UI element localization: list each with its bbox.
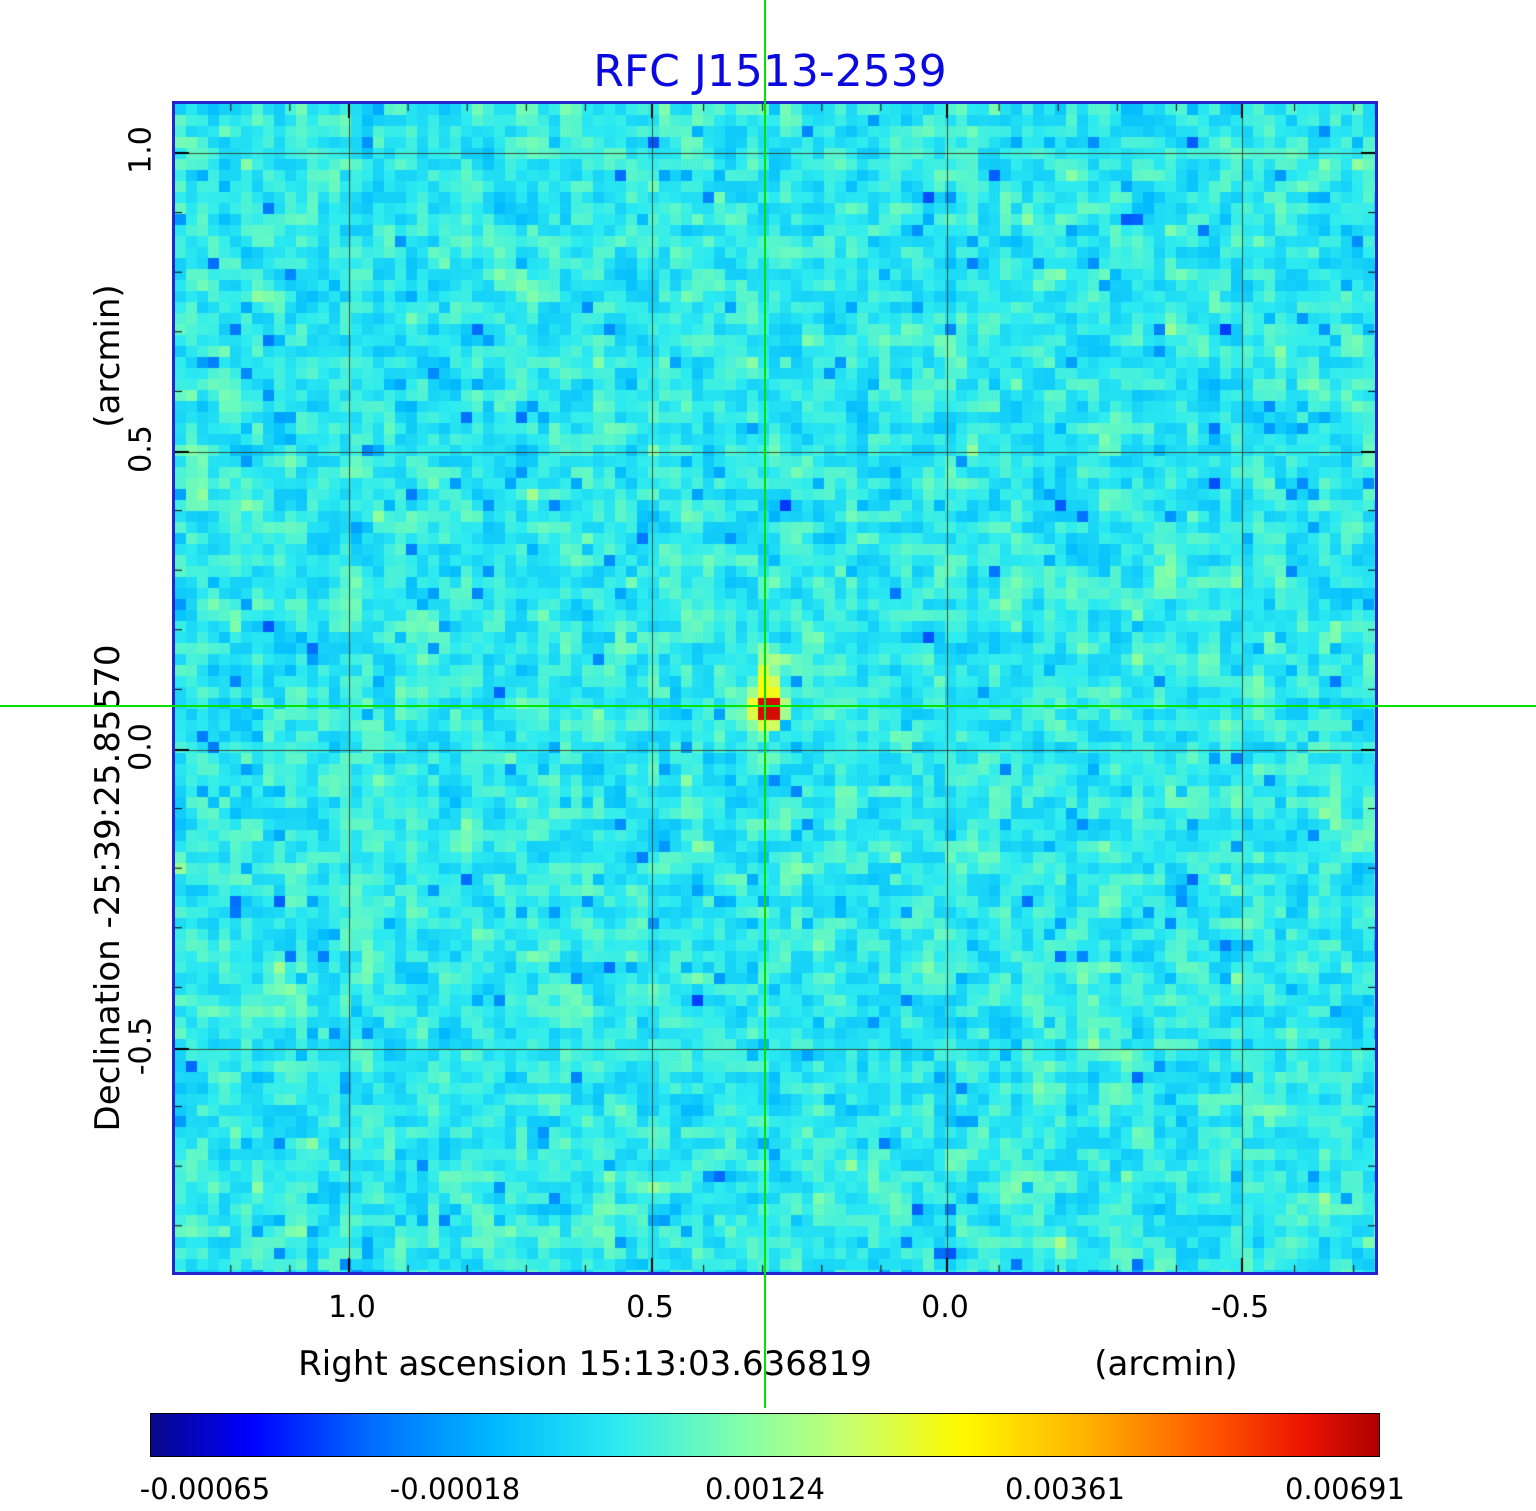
colorbar-tick-label: -0.00065	[139, 1472, 271, 1506]
y-tick-label: -0.5	[123, 1016, 159, 1076]
crosshair-horizontal-line	[0, 705, 1536, 707]
x-tick-label: 1.0	[328, 1290, 376, 1325]
colorbar	[150, 1413, 1380, 1457]
y-tick-label: 0.0	[123, 723, 159, 771]
colorbar-tick-label: -0.00018	[389, 1472, 521, 1506]
crosshair-vertical-line	[764, 0, 766, 1408]
y-axis-label: Declination -25:39:25.85570	[88, 644, 128, 1132]
x-tick-label: -0.5	[1210, 1290, 1270, 1325]
y-axis-unit-label: (arcmin)	[88, 284, 128, 428]
colorbar-tick-label: 0.00691	[1285, 1472, 1405, 1506]
x-axis-unit-label: (arcmin)	[1094, 1344, 1238, 1384]
x-axis-label: Right ascension 15:13:03.636819	[298, 1344, 872, 1384]
colorbar-tick-label: 0.00124	[705, 1472, 825, 1506]
colorbar-gradient	[151, 1414, 1379, 1456]
plot-title: RFC J1513-2539	[593, 46, 947, 97]
x-tick-label: 0.5	[626, 1290, 674, 1325]
colorbar-tick-label: 0.00361	[1005, 1472, 1125, 1506]
radio-image-heatmap	[175, 104, 1375, 1272]
y-tick-label: 1.0	[123, 126, 159, 174]
x-tick-label: 0.0	[921, 1290, 969, 1325]
y-tick-label: 0.5	[123, 425, 159, 473]
plot-frame	[172, 101, 1378, 1275]
